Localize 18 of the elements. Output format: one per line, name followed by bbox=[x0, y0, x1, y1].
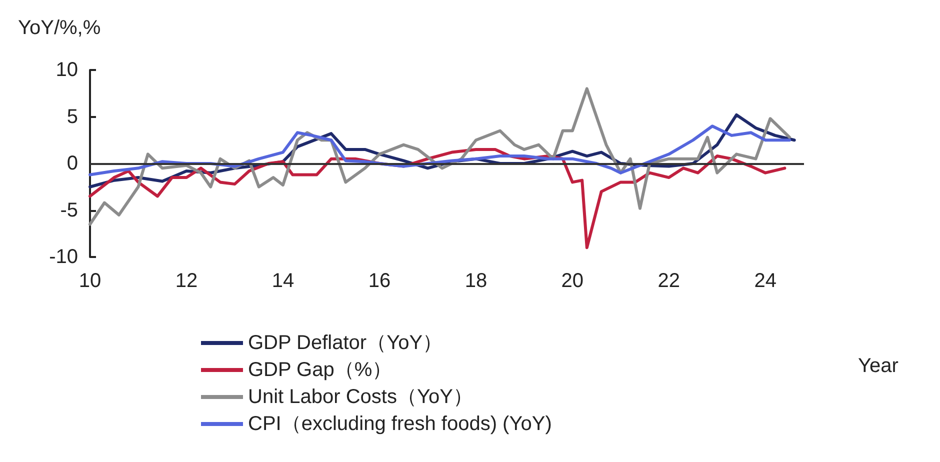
x-tick-label: 18 bbox=[464, 270, 488, 292]
x-tick-label: 20 bbox=[561, 270, 584, 292]
legend-label: GDP Gap（%） bbox=[248, 359, 392, 381]
x-axis-title: Year bbox=[858, 355, 899, 377]
y-tick-label: -10 bbox=[49, 246, 78, 268]
y-tick-label: -5 bbox=[60, 199, 78, 222]
x-tick-label: 14 bbox=[272, 270, 294, 292]
x-tick-label: 16 bbox=[368, 270, 391, 292]
legend-label: CPI（excluding fresh foods) (YoY) bbox=[248, 413, 552, 435]
y-axis-title: YoY/%,% bbox=[18, 17, 101, 39]
x-tick-label: 12 bbox=[175, 270, 198, 292]
legend-label: GDP Deflator（YoY） bbox=[248, 332, 443, 354]
x-tick-label: 24 bbox=[754, 270, 777, 292]
y-tick-label: 10 bbox=[56, 59, 78, 81]
legend-label: Unit Labor Costs（YoY） bbox=[248, 386, 473, 408]
y-tick-label: 0 bbox=[66, 152, 78, 174]
x-tick-label: 22 bbox=[658, 270, 680, 292]
y-tick-label: 5 bbox=[66, 106, 78, 128]
